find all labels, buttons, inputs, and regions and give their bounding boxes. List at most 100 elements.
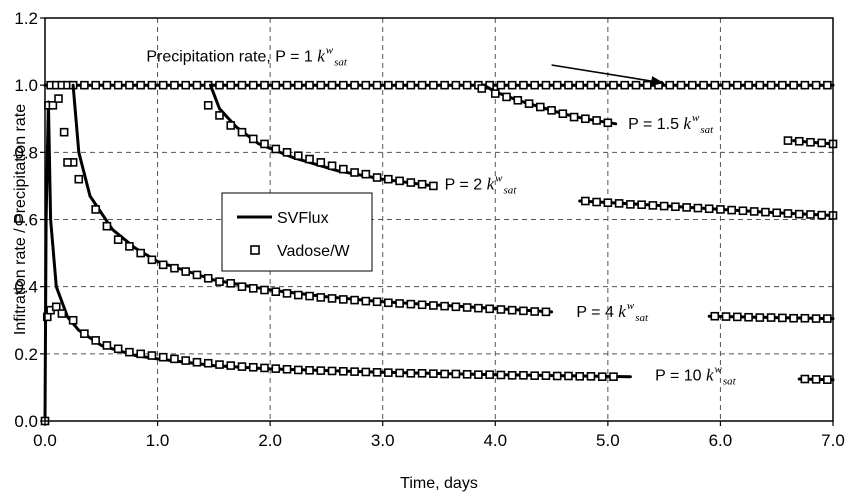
x-tick-label: 2.0 — [258, 431, 282, 450]
vadose-point — [597, 372, 607, 381]
vadose-point — [800, 374, 810, 384]
series-0 — [43, 80, 835, 90]
vadose-point — [215, 111, 224, 120]
vadose-point — [170, 80, 179, 90]
vadose-point — [260, 285, 269, 295]
vadose-point — [316, 80, 326, 90]
vadose-point — [440, 369, 449, 379]
vadose-point — [406, 299, 416, 309]
vadose-point — [817, 210, 827, 220]
vadose-point — [637, 200, 646, 210]
vadose-point — [569, 112, 579, 122]
vadose-point — [350, 367, 359, 376]
vadose-point — [485, 304, 494, 314]
curve-label: P = 1.5 kwsat — [628, 112, 714, 136]
label-prefix: P = 4 — [576, 304, 618, 321]
vadose-point — [271, 144, 281, 154]
vadose-point — [451, 302, 461, 312]
vadose-point — [733, 312, 742, 322]
vadose-point — [507, 371, 517, 380]
vadose-point — [384, 368, 393, 377]
vadose-point — [502, 92, 511, 102]
vadose-point — [339, 366, 348, 376]
vadose-point — [384, 174, 393, 184]
vadose-point — [147, 80, 157, 90]
vadose-point — [440, 301, 449, 311]
vadose-point — [761, 207, 770, 217]
vadose-point — [113, 80, 123, 90]
vadose-point — [327, 294, 337, 303]
vadose-point — [676, 80, 686, 90]
vadose-point — [609, 80, 618, 90]
vadose-point — [203, 101, 213, 110]
svflux-line — [71, 83, 554, 314]
curve-label: P = 4 kwsat — [576, 300, 649, 324]
label-k: k — [683, 114, 691, 133]
vadose-point — [530, 80, 539, 90]
y-tick-label: 1.0 — [14, 76, 38, 95]
vadose-point — [800, 313, 810, 323]
vadose-point — [293, 80, 303, 90]
label-sup: w — [627, 300, 635, 312]
vadose-point — [271, 287, 281, 297]
vadose-point — [642, 80, 652, 90]
vadose-point — [305, 291, 314, 301]
vadose-point — [451, 80, 461, 90]
vadose-point — [282, 148, 292, 157]
vadose-point — [102, 341, 112, 350]
vadose-point — [592, 197, 601, 207]
vadose-point — [699, 80, 708, 90]
x-tick-label: 4.0 — [483, 431, 507, 450]
vadose-point — [462, 303, 472, 312]
vadose-point — [474, 370, 483, 379]
vadose-point — [260, 80, 269, 90]
label-sub: sat — [334, 57, 348, 69]
vadose-point — [260, 363, 269, 373]
curve-label: P = 2 kwsat — [445, 172, 518, 196]
vadose-point — [102, 80, 112, 90]
vadose-point — [513, 95, 523, 105]
vadose-point — [451, 369, 461, 379]
vadose-point — [48, 101, 58, 110]
vadose-point — [541, 371, 551, 380]
vadose-point — [564, 371, 573, 381]
vadose-point — [192, 357, 202, 367]
vadose-point — [778, 80, 787, 90]
vadose-point — [271, 80, 281, 90]
vadose-point — [564, 80, 573, 90]
vadose-point — [783, 209, 793, 218]
label-prefix: P = 10 — [655, 368, 706, 385]
label-k: k — [487, 174, 495, 193]
vadose-point — [721, 80, 731, 90]
x-tick-label: 5.0 — [596, 431, 620, 450]
y-tick-label: 0.6 — [14, 211, 38, 230]
vadose-point — [524, 99, 534, 108]
vadose-point — [192, 270, 202, 280]
vadose-point — [659, 201, 669, 211]
vadose-point — [789, 80, 798, 90]
vadose-point — [575, 372, 585, 381]
vadose-point — [293, 365, 303, 375]
series-2 — [203, 83, 838, 220]
vadose-point — [147, 351, 157, 360]
vadose-point — [626, 200, 635, 209]
vadose-point — [181, 80, 191, 90]
vadose-point — [592, 116, 601, 125]
vadose-point — [778, 313, 787, 323]
vadose-point — [384, 298, 393, 308]
vadose-point — [327, 366, 337, 376]
vadose-point — [215, 277, 224, 286]
vadose-point — [794, 136, 804, 146]
y-axis-label: Infitration rate / Precipitation rate — [12, 104, 29, 335]
label-sub: sat — [503, 184, 517, 196]
vadose-point — [260, 139, 269, 149]
vadose-point — [327, 161, 337, 171]
vadose-point — [125, 242, 134, 251]
vadose-point — [496, 305, 506, 314]
vadose-point — [766, 313, 776, 322]
vadose-point — [586, 372, 596, 381]
vadose-point — [477, 84, 487, 93]
vadose-point — [125, 80, 134, 90]
vadose-point — [361, 80, 371, 90]
vadose-point — [339, 295, 348, 304]
